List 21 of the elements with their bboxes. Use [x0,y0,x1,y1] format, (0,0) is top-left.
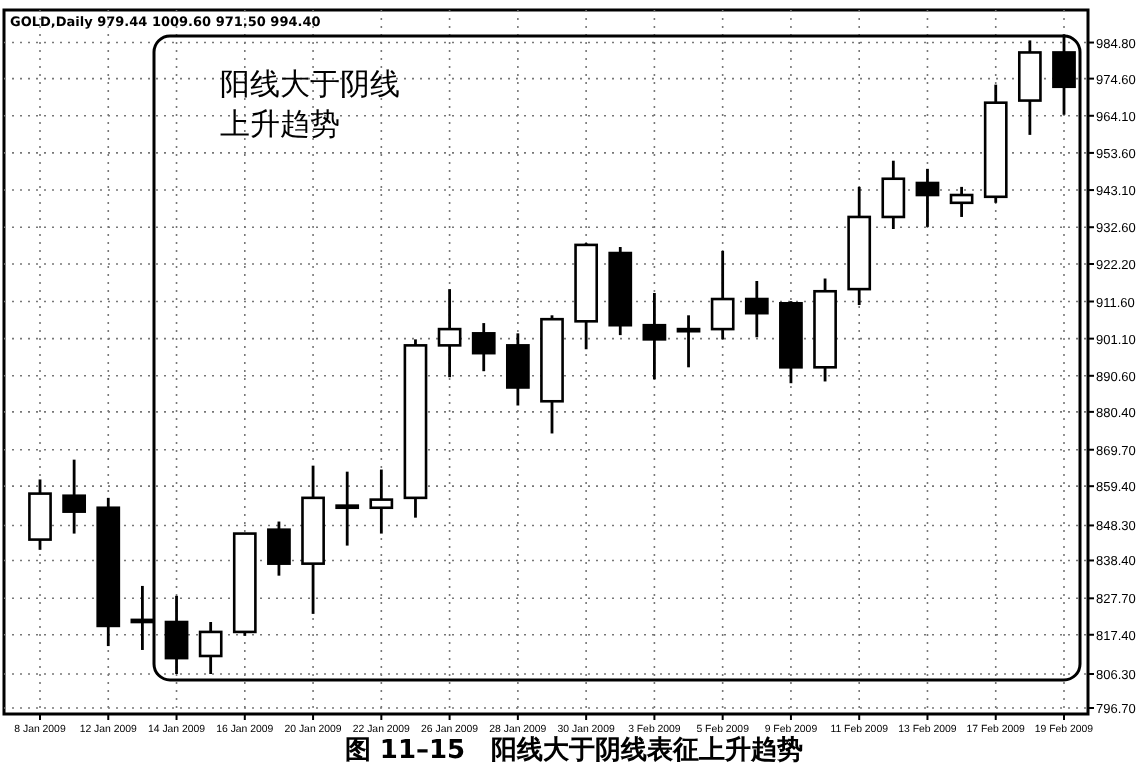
candlestick [505,331,530,407]
candlestick [881,159,906,231]
candlestick [369,468,394,535]
candlestick [335,470,360,548]
annotation: 上升趋势 [220,106,340,142]
candlestick [437,287,462,379]
candlestick [744,279,769,339]
annotation: 阳线大于阴线 [220,66,400,102]
text: 图 11–15 阳线大于阴线表征上升趋势 [344,734,804,766]
candlestick [710,249,735,341]
candlestick [164,594,189,676]
candlestick [267,520,291,578]
candlestick [642,291,667,381]
candlestick [676,313,701,369]
candlestick [62,458,87,535]
candlestick [1052,33,1076,117]
candlestick [28,478,52,552]
candlestick [915,167,940,229]
candlestick [471,321,496,373]
candlestick [198,620,223,676]
candlestick [949,185,974,219]
